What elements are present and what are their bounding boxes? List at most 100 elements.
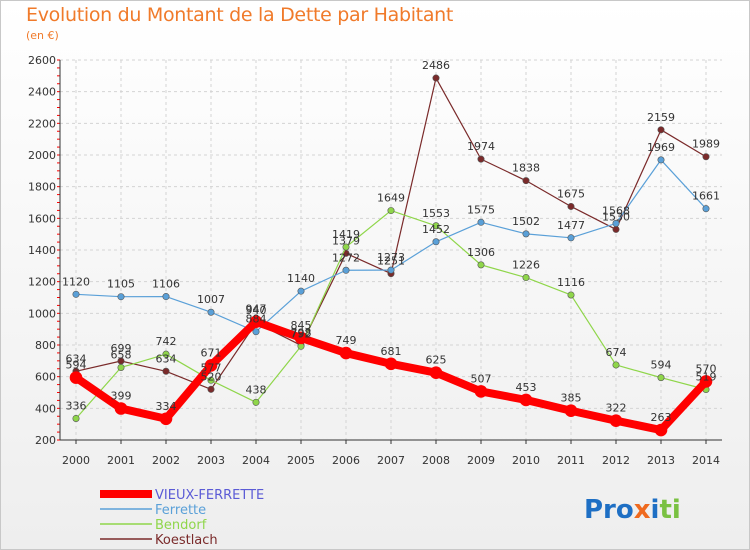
x-tick-label: 2004 [242,454,270,467]
data-label: 1452 [422,223,450,236]
data-label: 594 [651,359,672,372]
data-point [612,219,620,227]
data-point [387,207,395,215]
data-label: 1553 [422,207,450,220]
data-point [207,308,215,316]
data-label: 1530 [602,210,630,223]
y-tick-label: 400 [35,402,56,415]
data-label: 570 [696,362,717,375]
axes: 200 400 600 800 1000 1200 1400 1600 1800 2000 2200… [28,54,722,467]
data-point [702,205,710,213]
data-point [114,402,128,415]
data-point [159,412,173,426]
data-point [72,290,80,298]
data-label: 792 [291,327,312,340]
legend-label: Bendorf [155,518,207,533]
data-label: 1419 [332,228,360,241]
x-tick-label: 2003 [197,454,225,467]
data-label: 1969 [647,141,675,154]
data-label: 1477 [557,219,585,232]
data-label: 1272 [332,251,360,264]
data-label: 1273 [377,251,405,264]
x-tick-label: 2007 [377,454,405,467]
legend-label: Ferrette [155,503,206,518]
data-label: 1661 [692,190,720,203]
data-label: 507 [471,372,492,385]
x-tick-label: 2012 [602,454,630,467]
data-point [297,287,305,295]
data-label: 947 [246,303,267,316]
data-label: 1502 [512,215,540,228]
data-point [294,331,308,345]
data-label: 438 [246,383,267,396]
data-label: 263 [651,411,672,424]
data-label: 1106 [152,278,180,291]
data-point [654,423,668,437]
data-point [567,291,575,299]
data-label: 520 [201,370,222,383]
data-label: 577 [201,361,222,374]
data-label: 671 [201,346,222,359]
data-point [567,234,575,242]
y-tick-label: 200 [35,434,56,447]
data-label: 699 [111,342,132,355]
data-label: 1120 [62,275,90,288]
data-point [657,374,665,382]
x-tick-label: 2006 [332,454,360,467]
grid [60,59,722,441]
data-point [432,74,440,82]
data-point [69,371,83,384]
data-label: 519 [696,370,717,383]
data-label: 385 [561,392,582,405]
data-label: 749 [336,334,357,347]
data-point [162,350,170,358]
legend-label: Koestlach [155,533,218,548]
data-label: 2159 [647,111,675,124]
x-tick-label: 2011 [557,454,585,467]
data-point [432,238,440,246]
data-point [384,357,398,371]
data-label: 1105 [107,278,135,291]
data-label: 742 [156,335,177,348]
data-label: 1116 [557,276,585,289]
legend-label: VIEUX-FERRETTE [155,488,264,503]
data-point [657,156,665,164]
data-label: 798 [291,326,312,339]
data-label: 940 [246,304,267,317]
data-label: 1568 [602,204,630,217]
data-point [522,230,530,238]
series-line [75,159,707,333]
y-tick-label: 1600 [28,212,56,225]
proxiti-logo: Proxiti [584,495,681,525]
data-point [162,293,170,301]
chart-subtitle: (en €) [26,29,59,42]
x-tick-label: 2010 [512,454,540,467]
data-label: 336 [66,399,87,412]
data-label: 1226 [512,259,540,272]
data-labels: 594 399 334 671 947 845 749 681 625 507 453 385 322 2… [62,59,720,424]
data-label: 1838 [512,162,540,175]
data-label: 845 [291,319,312,332]
data-label: 1306 [467,246,495,259]
data-point [519,393,533,407]
x-tick-label: 2009 [467,454,495,467]
y-tick-label: 2200 [28,117,56,130]
data-point [612,225,620,233]
data-point [72,414,80,422]
data-point [477,261,485,269]
data-label: 634 [66,352,87,365]
data-label: 1140 [287,272,315,285]
data-point [429,366,443,380]
data-point [474,385,488,398]
data-point [432,222,440,230]
data-label: 453 [516,381,537,394]
data-label: 625 [426,354,447,367]
data-point [522,274,530,282]
data-point [567,202,575,210]
x-tick-label: 2002 [152,454,180,467]
data-point [207,376,215,384]
data-point [249,315,263,329]
data-label: 322 [606,402,627,415]
y-tick-label: 1400 [28,244,56,257]
